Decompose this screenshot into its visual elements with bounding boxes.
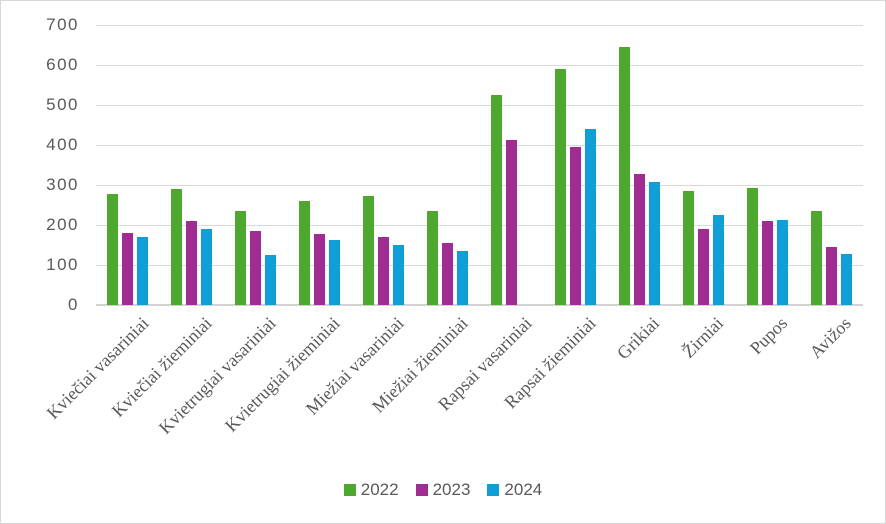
bar-2022: [299, 201, 311, 305]
gridline: [96, 184, 863, 186]
legend-label: 2022: [360, 480, 399, 499]
bar-group: [160, 25, 224, 305]
bar-groups: [96, 25, 863, 305]
x-axis-category-label: Grikiai: [613, 313, 664, 364]
bar-2022: [363, 195, 375, 305]
bar-2024: [137, 236, 149, 305]
bar-group: [735, 25, 799, 305]
bar-group: [224, 25, 288, 305]
bar-group: [480, 25, 544, 305]
bar-group: [799, 25, 863, 305]
y-axis-tick-label: 500: [46, 95, 79, 114]
y-axis-tick-label: 300: [46, 175, 79, 194]
bar-2022: [235, 211, 247, 305]
legend-swatch-icon: [343, 484, 356, 496]
y-axis-tick-label: 200: [46, 215, 79, 234]
y-axis-tick-label: 700: [46, 15, 79, 34]
y-axis-tick-label: 100: [46, 255, 79, 274]
bar-2024: [265, 254, 277, 305]
bar-2023: [442, 243, 454, 305]
x-axis-line: [96, 304, 863, 306]
bar-2022: [490, 94, 502, 305]
bar-2023: [378, 236, 390, 305]
bar-group: [607, 25, 671, 305]
bar-2024: [393, 244, 405, 305]
bar-2023: [697, 228, 709, 305]
bar-2024: [840, 254, 852, 305]
legend-label: 2023: [432, 480, 471, 499]
y-axis-tick-label: 400: [46, 135, 79, 154]
bar-2023: [569, 147, 581, 305]
gridline: [96, 224, 863, 226]
bar-group: [352, 25, 416, 305]
legend-swatch-icon: [415, 484, 428, 496]
gridline: [96, 24, 863, 26]
bar-2022: [746, 187, 758, 305]
bar-2024: [648, 181, 660, 305]
bar-2022: [618, 47, 630, 305]
bar-2022: [427, 211, 439, 305]
x-axis-category-label: Žirniai: [678, 313, 728, 362]
y-axis-tick-label: 600: [46, 55, 79, 74]
x-axis-category-label: Kvietrugiai vasariniai: [155, 313, 280, 438]
bar-2024: [712, 215, 724, 305]
legend: 2022 2023 2024: [1, 480, 885, 500]
gridline: [96, 264, 863, 266]
bar-2023: [761, 220, 773, 305]
legend-item: 2023: [415, 480, 471, 500]
bar-2022: [682, 191, 694, 305]
bar-2023: [314, 234, 326, 305]
bar-group: [671, 25, 735, 305]
bar-2022: [171, 189, 183, 305]
bar-2023: [825, 247, 837, 305]
bar-2022: [107, 193, 119, 305]
bar-2023: [186, 221, 198, 305]
gridline: [96, 144, 863, 146]
bar-2022: [810, 211, 822, 305]
bar-group: [288, 25, 352, 305]
bar-2023: [505, 139, 517, 305]
bar-2024: [776, 219, 788, 305]
gridline: [96, 104, 863, 106]
bar-2024: [201, 229, 213, 305]
bar-2023: [633, 174, 645, 305]
y-axis-tick-label: 0: [68, 295, 79, 314]
bar-group: [543, 25, 607, 305]
gridline: [96, 64, 863, 66]
x-axis-category-label: Avižos: [805, 313, 856, 363]
x-axis-category-label: Kvietrugiai žieminiai: [221, 313, 344, 436]
bar-2022: [554, 69, 566, 305]
legend-item: 2024: [487, 480, 542, 500]
bar-2024: [457, 251, 469, 305]
x-axis-category-label: Pupos: [746, 313, 792, 359]
bar-group: [416, 25, 480, 305]
bar-2023: [122, 232, 134, 305]
legend-swatch-icon: [487, 484, 500, 496]
plot-area: [96, 24, 863, 306]
bar-2024: [584, 129, 596, 305]
bar-group: [96, 25, 160, 305]
legend-item: 2022: [343, 480, 399, 500]
bar-2023: [250, 231, 262, 305]
legend-label: 2024: [504, 480, 543, 499]
bar-2024: [329, 240, 341, 305]
